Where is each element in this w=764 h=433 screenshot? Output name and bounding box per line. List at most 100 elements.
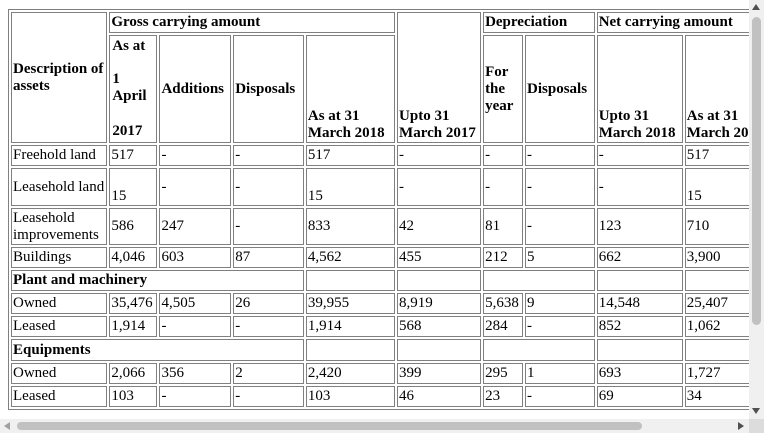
blank-cell [306, 270, 395, 291]
asset-label: Owned [11, 293, 107, 314]
cell-as-at-1-april: 586 [109, 208, 157, 245]
cell-additions: 603 [159, 247, 231, 268]
cell-additions: - [159, 386, 231, 407]
cell-upto-31-march-2017: - [397, 145, 481, 166]
header-1-april-label: 1 April [112, 71, 156, 105]
horizontal-scroll-thumb[interactable] [17, 422, 642, 430]
cell-net-upto-31-march-2018: 693 [597, 363, 683, 384]
asset-label: Buildings [11, 247, 107, 268]
cell-net-as-at-31-march-2019: 15 [685, 168, 749, 206]
vertical-scroll-thumb[interactable] [752, 17, 761, 325]
blank-cell [397, 339, 481, 361]
cell-as-at-31-march-2018: 2,420 [306, 363, 395, 384]
header-as-at-31-march-2018: As at 31 March 2018 [306, 35, 395, 143]
cell-as-at-1-april: 2,066 [109, 363, 157, 384]
cell-net-as-at-31-march-2019: 1,727 [685, 363, 749, 384]
header-net-carrying-amount: Net carrying amount [597, 12, 749, 33]
header-net-as-at-31-march-2019: As at 31 March 2019 [685, 35, 749, 143]
table-row: Leasehold land 15- -15- - - -15 [11, 168, 749, 206]
cell-disposals: - [233, 208, 304, 245]
fixed-assets-table: Description of assets Gross carrying amo… [8, 9, 749, 410]
scroll-right-icon[interactable] [738, 422, 744, 430]
cell-dep-disposals: - [525, 316, 595, 337]
cell-net-as-at-31-march-2019: 517 [685, 145, 749, 166]
cell-disposals: 87 [233, 247, 304, 268]
cell-for-the-year: 23 [483, 386, 523, 407]
table-row: Freehold land 517- -517- - - -517 [11, 145, 749, 166]
asset-label: Leasehold improvements [11, 208, 107, 245]
cell-as-at-1-april: 517 [109, 145, 157, 166]
header-upto-31-march-2017: Upto 31 March 2017 [397, 12, 481, 143]
cell-additions: 4,505 [159, 293, 231, 314]
cell-net-as-at-31-march-2019: 34 [685, 386, 749, 407]
scroll-down-icon[interactable] [752, 408, 760, 414]
cell-as-at-1-april: 35,476 [109, 293, 157, 314]
header-as-at-label: As at [112, 38, 145, 55]
cell-net-upto-31-march-2018: 69 [597, 386, 683, 407]
cell-as-at-1-april: 103 [109, 386, 157, 407]
header-description: Description of assets [11, 12, 107, 143]
cell-upto-31-march-2017: 568 [397, 316, 481, 337]
blank-cell [483, 339, 595, 361]
cell-as-at-1-april: 15 [109, 168, 157, 206]
blank-cell [597, 339, 683, 361]
cell-for-the-year: 5,638 [483, 293, 523, 314]
cell-as-at-31-march-2018: 517 [306, 145, 395, 166]
cell-net-as-at-31-march-2019: 1,062 [685, 316, 749, 337]
table-row: Leased 103- -103 46 23-69 34 [11, 386, 749, 407]
cell-net-upto-31-march-2018: 852 [597, 316, 683, 337]
header-additions: Additions [159, 35, 231, 143]
header-depreciation-disposals: Disposals [525, 35, 595, 143]
scroll-up-icon[interactable] [752, 4, 760, 10]
cell-as-at-31-march-2018: 833 [306, 208, 395, 245]
cell-net-upto-31-march-2018: - [597, 168, 683, 206]
cell-disposals: 26 [233, 293, 304, 314]
cell-for-the-year: - [483, 145, 523, 166]
blank-cell [685, 339, 749, 361]
cell-dep-disposals: 1 [525, 363, 595, 384]
header-net-upto-31-march-2018: Upto 31 March 2018 [597, 35, 683, 143]
cell-net-upto-31-march-2018: - [597, 145, 683, 166]
cell-for-the-year: 81 [483, 208, 523, 245]
table-row: Owned 2,066 356 2 2,420 399 295 1 693 1,727 [11, 363, 749, 384]
cell-disposals: - [233, 145, 304, 166]
asset-label: Leased [11, 316, 107, 337]
cell-as-at-31-march-2018: 1,914 [306, 316, 395, 337]
cell-additions: 247 [159, 208, 231, 245]
cell-additions: - [159, 316, 231, 337]
cell-dep-disposals: 9 [525, 293, 595, 314]
header-depreciation: Depreciation [483, 12, 595, 33]
cell-as-at-1-april: 1,914 [109, 316, 157, 337]
cell-dep-disposals: - [525, 168, 595, 206]
header-as-at-1-april-2017: As at 1 April 2017 [109, 35, 157, 143]
table-row: Buildings 4,046 603 87 4,562 455 212 5 662 3,900 [11, 247, 749, 268]
section-row: Plant and machinery [11, 270, 749, 291]
cell-additions: 356 [159, 363, 231, 384]
cell-dep-disposals: - [525, 208, 595, 245]
cell-upto-31-march-2017: 399 [397, 363, 481, 384]
cell-as-at-1-april: 4,046 [109, 247, 157, 268]
blank-cell [397, 270, 481, 291]
vertical-scrollbar[interactable] [749, 0, 764, 419]
blank-cell [483, 270, 595, 291]
cell-net-upto-31-march-2018: 662 [597, 247, 683, 268]
scrollbar-corner [749, 419, 764, 433]
scroll-left-icon[interactable] [4, 422, 10, 430]
cell-as-at-31-march-2018: 4,562 [306, 247, 395, 268]
header-disposals: Disposals [233, 35, 304, 143]
cell-dep-disposals: - [525, 386, 595, 407]
header-2017-label: 2017 [112, 123, 142, 140]
cell-net-as-at-31-march-2019: 25,407 [685, 293, 749, 314]
asset-label: Leasehold land [11, 168, 107, 206]
cell-disposals: - [233, 168, 304, 206]
horizontal-scrollbar[interactable] [0, 419, 749, 433]
header-gross-carrying-amount: Gross carrying amount [109, 12, 395, 33]
section-label: Plant and machinery [11, 270, 304, 291]
cell-as-at-31-march-2018: 103 [306, 386, 395, 407]
table-row: Owned 35,476 4,505 26 39,955 8,919 5,638 9 14,54… [11, 293, 749, 314]
cell-as-at-31-march-2018: 39,955 [306, 293, 395, 314]
table-row: Leasehold improvements 586 247-833 42 81-123… [11, 208, 749, 245]
asset-label: Leased [11, 386, 107, 407]
cell-additions: - [159, 168, 231, 206]
cell-disposals: - [233, 386, 304, 407]
